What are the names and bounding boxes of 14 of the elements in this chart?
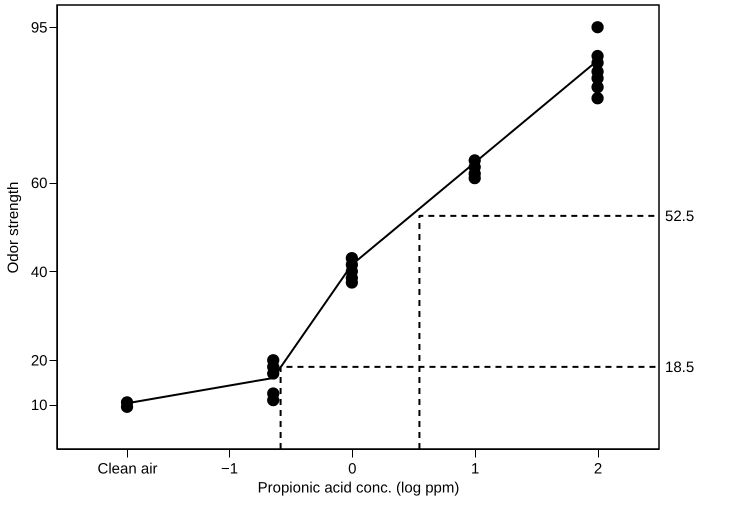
- x-tick-label: 0: [348, 460, 357, 478]
- y-tick-label: 10: [30, 397, 48, 414]
- y-axis-title: Odor strength: [4, 182, 22, 274]
- y-tick-label: 60: [30, 175, 48, 192]
- x-tick-label: 1: [471, 460, 480, 478]
- x-axis-title: Propionic acid conc. (log ppm): [258, 480, 460, 496]
- x-tick-label: 2: [594, 460, 602, 478]
- annotation: 18.5: [665, 358, 694, 376]
- y-tick-label: 40: [30, 264, 48, 281]
- y-tick-label: 95: [30, 20, 48, 37]
- y-tick-label: 20: [30, 352, 48, 370]
- annotation: 52.5: [665, 208, 694, 225]
- x-tick-label: Clean air: [98, 460, 158, 478]
- x-tick-label: −1: [220, 460, 238, 478]
